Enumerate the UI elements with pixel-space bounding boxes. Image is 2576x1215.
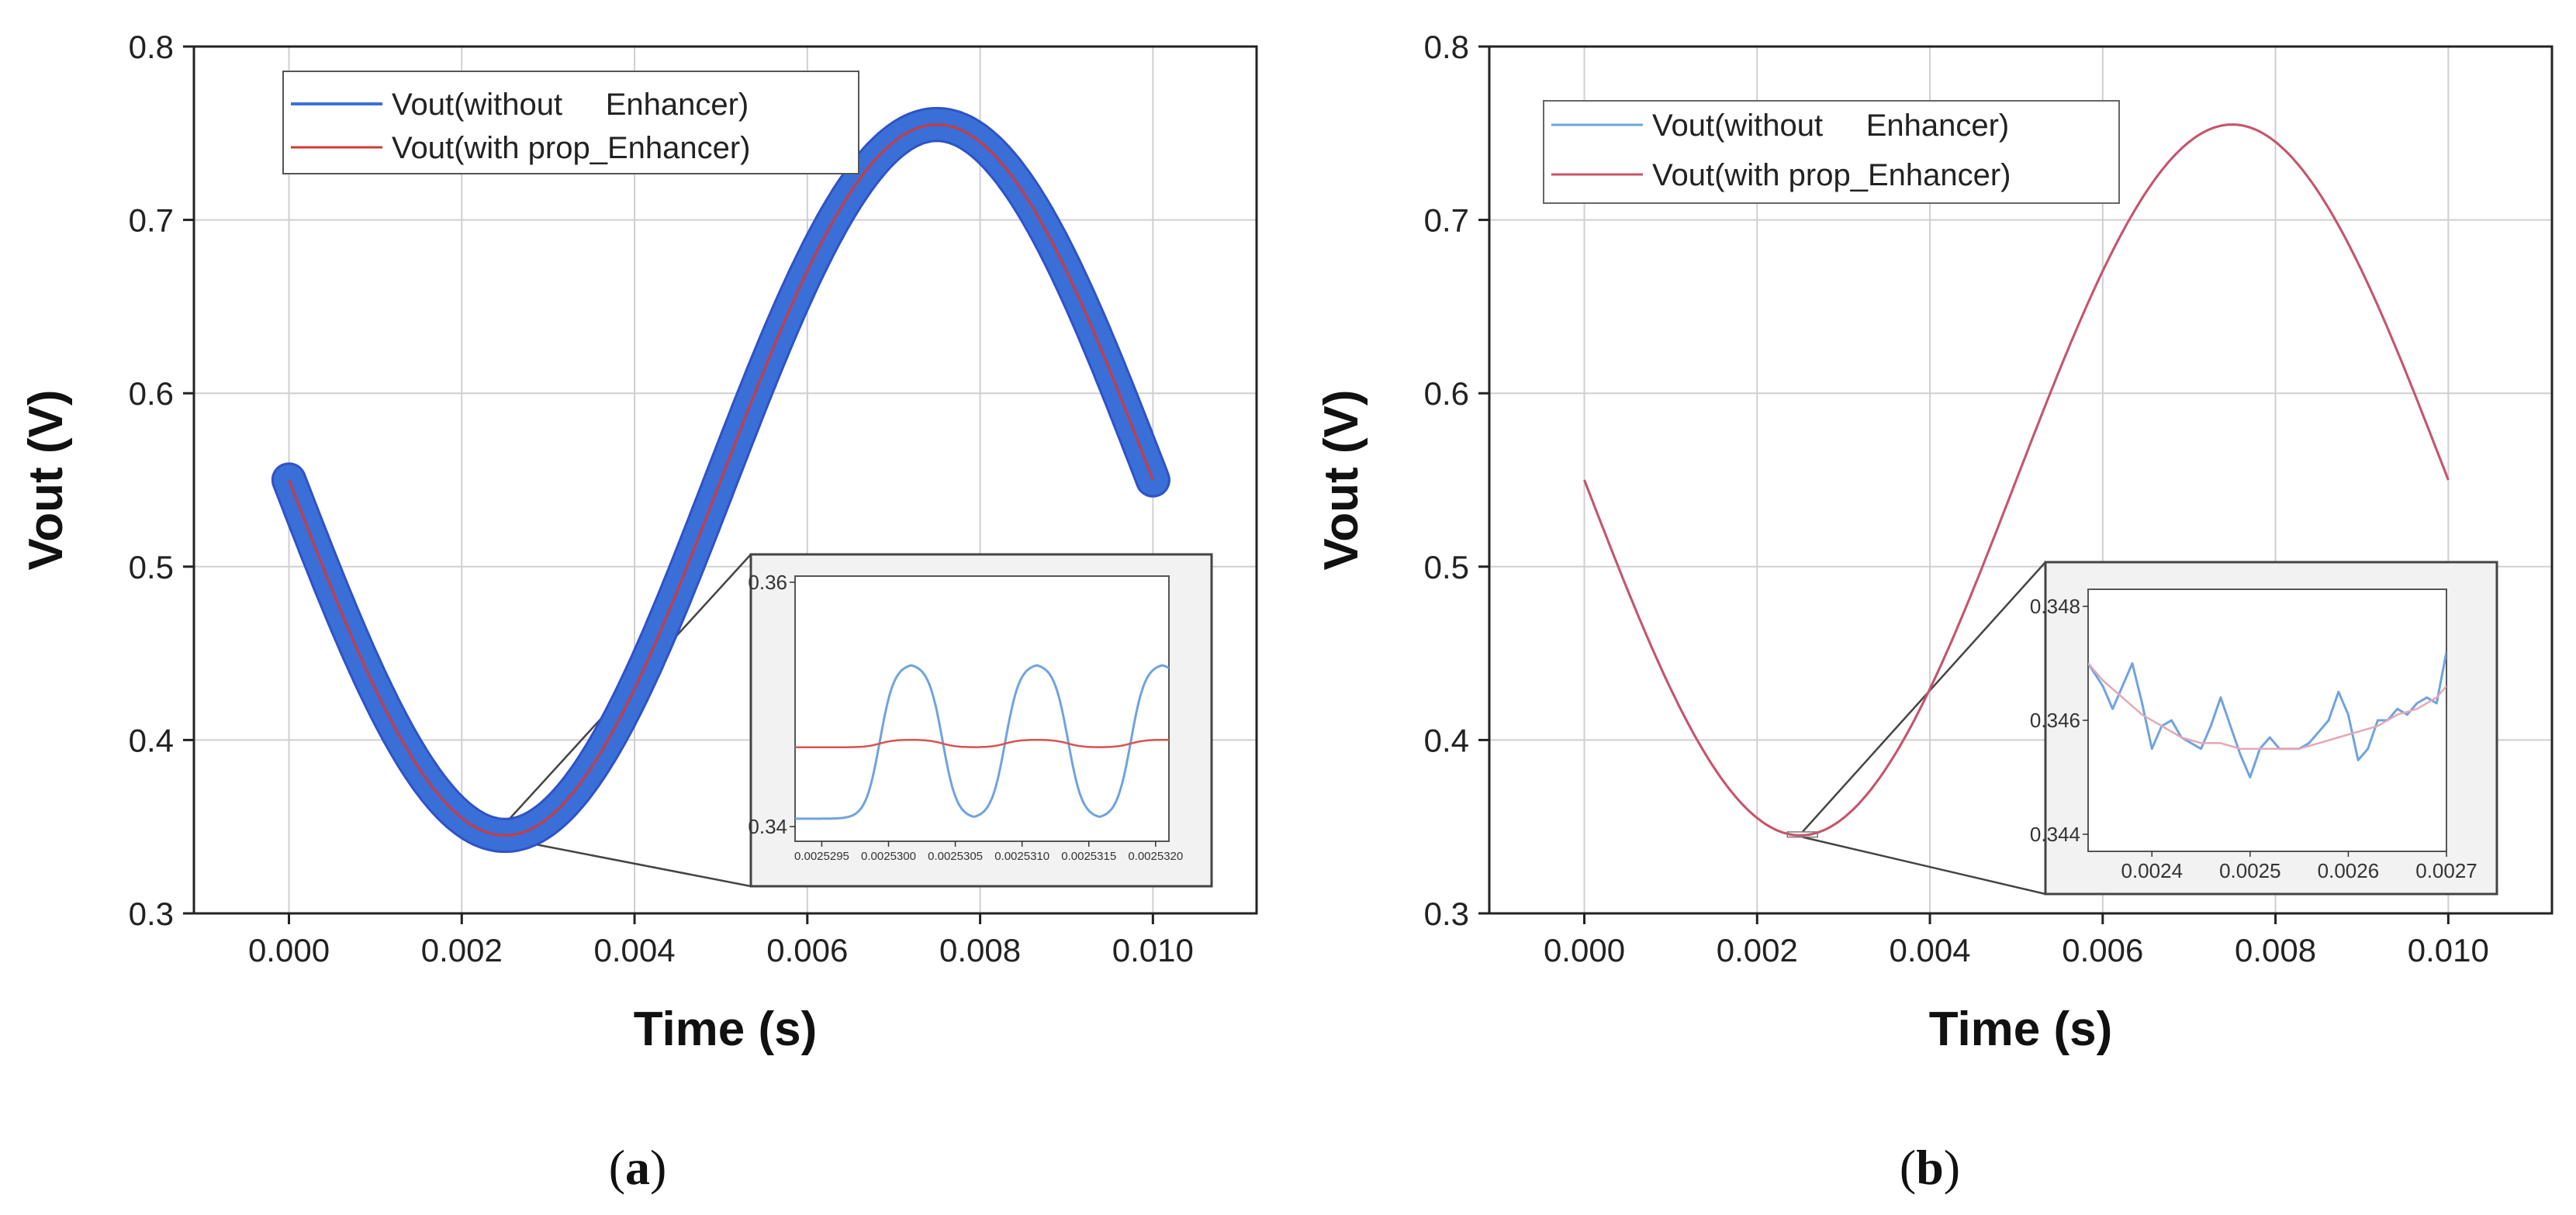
- legend-label-with-a: Vout(with prop_Enhancer): [392, 131, 751, 165]
- inset-series-without-enhancer-a: [795, 664, 1169, 820]
- plot-frame-b: [1488, 45, 2554, 915]
- inset-ticks-a: 0.0025295 0.0025300 0.0025305 0.0025310 0.00…: [748, 571, 1183, 863]
- caption-letter-a: a: [625, 1140, 650, 1195]
- x-tick-label: 0.002: [1717, 932, 1798, 968]
- plot-frame-a: [192, 45, 1258, 915]
- y-axis-label-b: Vout (V): [1315, 389, 1368, 570]
- y-tick-label: 0.8: [129, 29, 174, 65]
- zoom-connector: [1802, 836, 2046, 896]
- inset-y-tick-label: 0.36: [748, 571, 787, 594]
- zoom-connector-lines-b: [1786, 561, 2046, 896]
- inset-a: 0.0025295 0.0025300 0.0025305 0.0025310 0.00…: [748, 553, 1213, 888]
- x-axis-label-b: Time (s): [1929, 1003, 2113, 1056]
- y-tick-label: 0.3: [1424, 896, 1469, 932]
- x-tick-label: 0.004: [593, 932, 675, 968]
- legend-label-without-a: Vout(without Enhancer): [392, 88, 749, 122]
- inset-x-tick-label: 0.0025315: [1061, 850, 1116, 863]
- legend-label-without-b: Vout(without Enhancer): [1652, 109, 2009, 143]
- inset-x-tick-label: 0.0026: [2318, 859, 2380, 882]
- inset-x-tick-label: 0.0025: [2219, 859, 2281, 882]
- inset-series-with-enhancer-b: [2088, 662, 2446, 750]
- inset-y-tick-label: 0.34: [748, 815, 787, 838]
- inset-y-tick-label: 0.346: [2030, 709, 2080, 732]
- series-with-enhancer-a: [288, 123, 1154, 837]
- x-tick-label: 0.002: [421, 932, 503, 968]
- x-tick-label: 0.000: [248, 932, 330, 968]
- y-tick-label: 0.6: [129, 375, 174, 412]
- inset-x-tick-label: 0.0024: [2121, 859, 2184, 882]
- zoom-connector: [1801, 561, 2046, 833]
- inset-b: 0.0024 0.0025 0.0026 0.0027 0.344 0.346 0.348: [2030, 561, 2498, 896]
- inset-series-with-enhancer-a: [795, 738, 1169, 749]
- y-tick-label: 0.6: [1424, 375, 1469, 412]
- x-tick-label: 0.008: [2235, 932, 2316, 968]
- legend-b: Vout(without Enhancer) Vout(with prop_En…: [1543, 100, 2120, 204]
- legend-box-a: [282, 71, 859, 174]
- y-tick-label: 0.4: [129, 722, 174, 758]
- y-tick-label: 0.7: [129, 202, 174, 239]
- x-tick-label: 0.010: [2408, 932, 2489, 968]
- y-tick-label: 0.8: [1424, 29, 1469, 65]
- legend-a: Vout(without Enhancer) Vout(with prop_En…: [282, 71, 859, 174]
- inset-ticks-b: 0.0024 0.0025 0.0026 0.0027 0.344 0.346 0.348: [2030, 595, 2477, 882]
- x-tick-label: 0.006: [2062, 932, 2143, 968]
- inset-x-tick-label: 0.0025310: [994, 850, 1049, 863]
- x-tick-label: 0.004: [1889, 932, 1970, 968]
- inset-series-line: [795, 738, 1169, 749]
- y-tick-label: 0.7: [1424, 202, 1469, 239]
- series-with-enhancer-b: [1583, 123, 2450, 837]
- inset-x-tick-label: 0.0025295: [794, 850, 849, 863]
- x-tick-label: 0.008: [939, 932, 1021, 968]
- caption-b: (b): [1900, 1140, 1960, 1195]
- legend-label-with-b: Vout(with prop_Enhancer): [1652, 158, 2011, 192]
- inset-x-tick-label: 0.0025305: [928, 850, 983, 863]
- y-tick-label: 0.5: [129, 549, 174, 585]
- caption-a: (a): [609, 1140, 667, 1195]
- ticks-a: 0.000 0.002 0.004 0.006 0.008 0.010 0.3 0.4 0.5 0…: [129, 29, 1194, 968]
- y-tick-label: 0.3: [129, 896, 174, 932]
- x-tick-label: 0.006: [766, 932, 848, 968]
- inset-y-tick-label: 0.344: [2030, 823, 2080, 846]
- inset-x-tick-label: 0.0025320: [1128, 850, 1183, 863]
- x-axis-label-a: Time (s): [634, 1003, 818, 1056]
- inset-plot-area-a: [794, 575, 1170, 842]
- inset-series-line: [795, 664, 1169, 820]
- ticks-b: 0.000 0.002 0.004 0.006 0.008 0.010 0.3 0.4 0.5 0…: [1424, 29, 2489, 968]
- inset-x-tick-label: 0.0027: [2415, 859, 2477, 882]
- y-tick-label: 0.5: [1424, 549, 1469, 585]
- y-axis-label-a: Vout (V): [19, 389, 73, 570]
- inset-y-tick-label: 0.348: [2030, 595, 2080, 618]
- caption-letter-b: b: [1916, 1140, 1944, 1195]
- series-line: [288, 123, 1154, 837]
- chart-panel-a: 0.000 0.002 0.004 0.006 0.008 0.010 0.3 0.4 0.5 0…: [19, 29, 1258, 1195]
- y-tick-label: 0.4: [1424, 722, 1469, 758]
- series-line: [1583, 123, 2450, 837]
- x-tick-label: 0.010: [1112, 932, 1194, 968]
- chart-panel-b: 0.000 0.002 0.004 0.006 0.008 0.010 0.3 0.4 0.5 0…: [1315, 29, 2554, 1195]
- inset-x-tick-label: 0.0025300: [861, 850, 916, 863]
- zoom-connector: [507, 837, 752, 888]
- x-tick-label: 0.000: [1544, 932, 1625, 968]
- inset-series-line: [2088, 662, 2446, 750]
- inset-plot-area-b: [2087, 589, 2447, 852]
- legend-box-b: [1543, 100, 2120, 204]
